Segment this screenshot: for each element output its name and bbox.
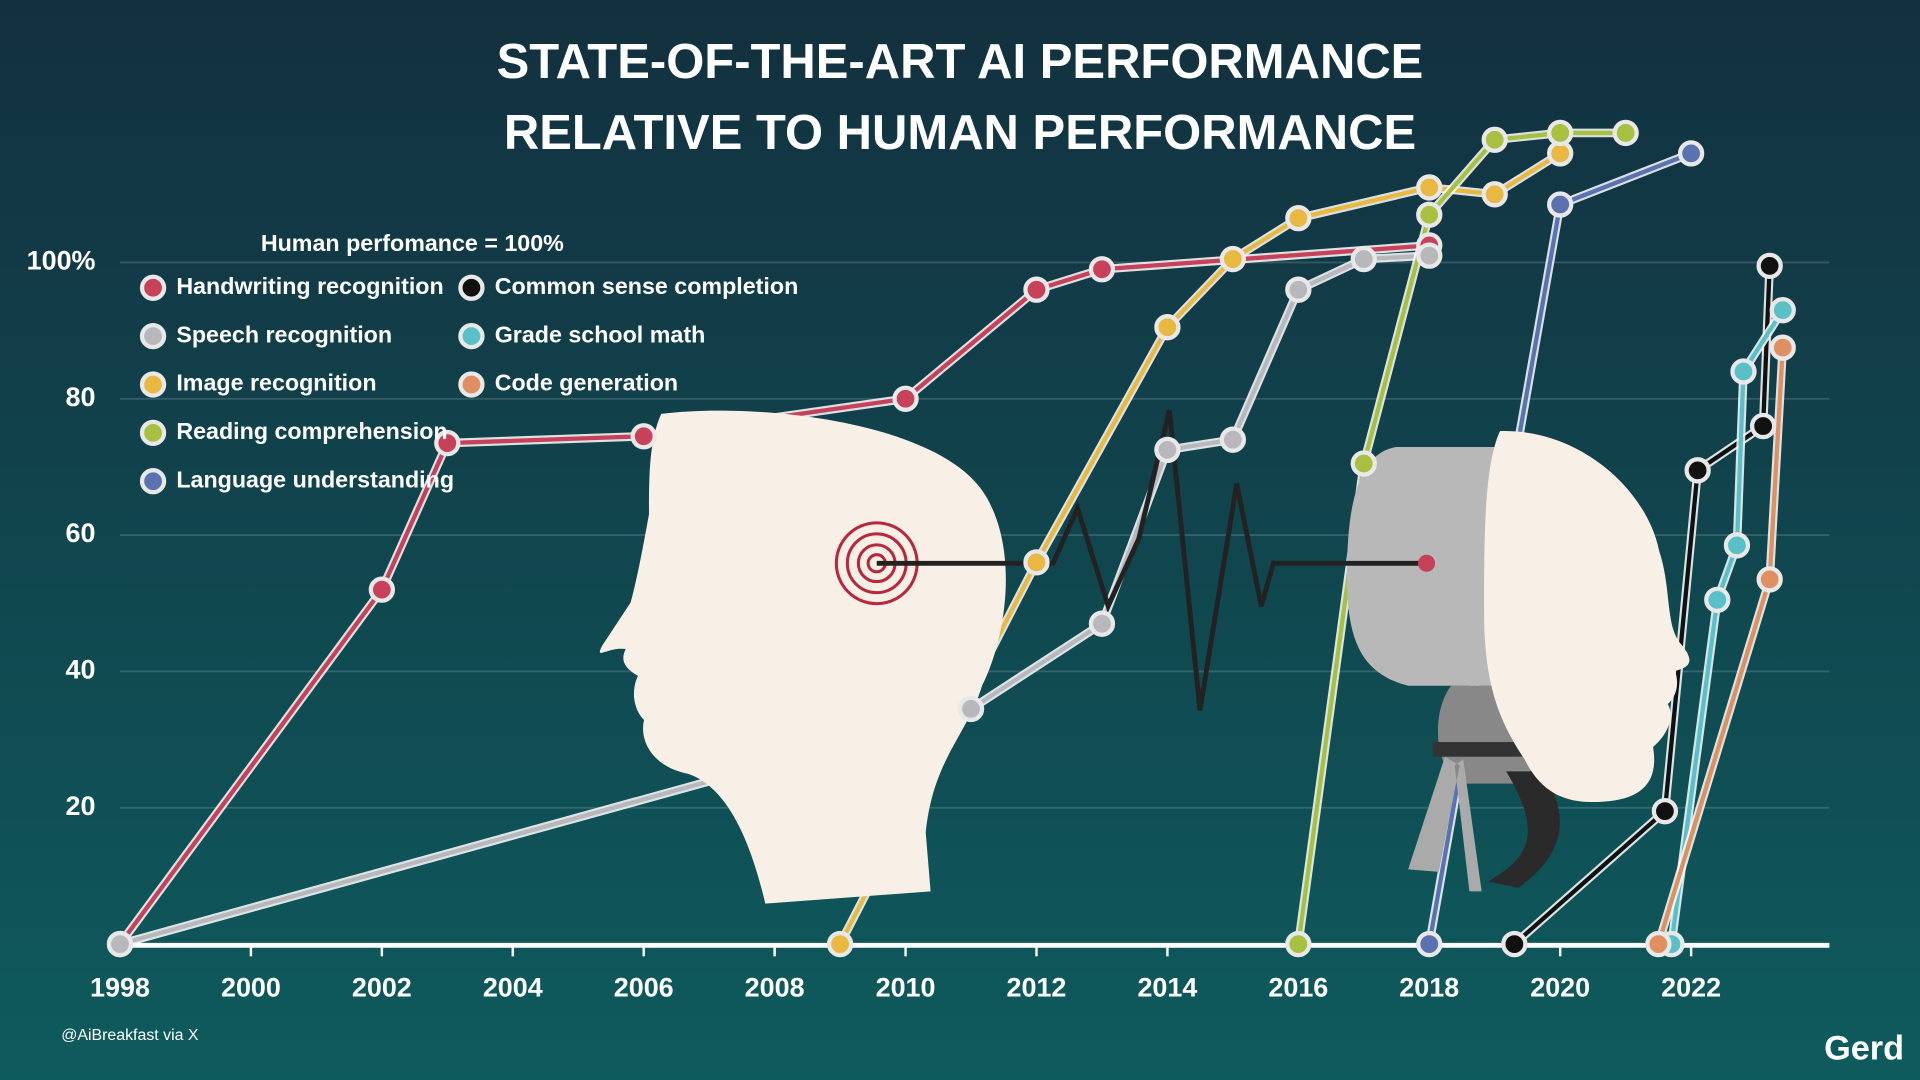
source: @AiBreakfast via X — [61, 1027, 199, 1044]
legend-label: Common sense completion — [495, 273, 799, 299]
grid: 20 40 60 80 100% 1998 2000 2002 2004 2006 2008 2010… — [27, 246, 1830, 1002]
data-point — [826, 930, 854, 958]
x-tick-label: 2004 — [483, 972, 543, 1002]
x-tick-label: 2014 — [1137, 972, 1197, 1002]
data-point — [1416, 930, 1443, 958]
legend-marker — [139, 274, 167, 301]
data-point — [1088, 610, 1116, 637]
brand: Gerd — [1824, 1030, 1904, 1068]
legend-label: Speech recognition — [176, 321, 392, 347]
data-point — [1416, 201, 1443, 228]
robot-cables — [1408, 756, 1482, 892]
data-point — [1154, 314, 1181, 341]
data-point — [434, 429, 461, 457]
data-point — [957, 695, 985, 723]
legend-marker — [139, 468, 167, 495]
data-point — [1547, 191, 1574, 218]
legend-marker — [139, 371, 167, 398]
data-point — [1749, 412, 1777, 440]
x-tick-label: 2018 — [1399, 972, 1459, 1002]
chart-title: RELATIVE TO HUMAN PERFORMANCE — [504, 106, 1416, 160]
y-tick-label: 40 — [66, 655, 96, 685]
legend-marker — [139, 419, 167, 447]
data-point — [1501, 930, 1528, 958]
y-tick-label: 20 — [66, 791, 96, 821]
data-point — [1154, 436, 1181, 464]
data-point — [1416, 242, 1443, 269]
robot-face — [1484, 430, 1690, 803]
data-point — [1756, 566, 1783, 593]
data-point — [1730, 358, 1757, 385]
legend-label: Handwriting recognition — [176, 273, 443, 299]
y-tick-label: 60 — [66, 518, 96, 548]
data-point — [1285, 276, 1312, 303]
legend-label: Image recognition — [176, 370, 376, 396]
data-point — [1547, 119, 1574, 147]
data-point — [892, 385, 919, 412]
chart-title: STATE-OF-THE-ART AI PERFORMANCE — [497, 35, 1424, 89]
data-point — [1088, 256, 1116, 283]
data-point — [1023, 549, 1050, 576]
robot-cable — [1487, 771, 1560, 888]
x-tick-label: 2016 — [1268, 972, 1328, 1002]
legend-label: Grade school math — [495, 321, 706, 347]
signal-line — [876, 409, 1427, 711]
legend-marker — [139, 322, 167, 350]
x-tick-label: 2012 — [1007, 972, 1067, 1002]
legend-title: Human perfomance = 100% — [261, 230, 564, 256]
signal-dot — [1417, 554, 1436, 572]
illustration — [599, 409, 1690, 904]
data-point — [1723, 532, 1751, 559]
data-point — [1350, 450, 1377, 477]
y-tick-label: 100% — [27, 246, 96, 276]
data-point — [630, 423, 657, 450]
data-point — [1651, 798, 1679, 825]
markers — [106, 119, 1796, 958]
legend-label: Reading comprehension — [176, 418, 447, 444]
data-point — [106, 930, 134, 958]
data-point — [1704, 586, 1731, 614]
data-point — [1769, 297, 1796, 324]
data-point — [1645, 930, 1672, 958]
data-point — [1677, 140, 1705, 167]
x-tick-label: 1998 — [90, 972, 150, 1002]
data-point — [1769, 334, 1796, 361]
y-tick-label: 80 — [66, 382, 96, 412]
legend-label: Language understanding — [176, 466, 454, 492]
x-tick-label: 2002 — [352, 972, 412, 1002]
legend-marker — [458, 371, 485, 398]
x-tick-label: 2008 — [745, 972, 805, 1002]
data-point — [1612, 119, 1639, 147]
data-point — [1285, 930, 1312, 958]
data-point — [1756, 252, 1783, 280]
data-point — [1350, 245, 1377, 273]
data-point — [1684, 457, 1711, 484]
data-point — [1416, 174, 1443, 201]
data-point — [1219, 426, 1247, 453]
x-tick-label: 2000 — [221, 972, 281, 1002]
x-tick-label: 2022 — [1661, 972, 1721, 1002]
data-point — [1023, 276, 1050, 303]
x-tick-label: 2006 — [614, 972, 674, 1002]
data-point — [368, 576, 396, 603]
data-point — [1219, 245, 1247, 273]
data-point — [1481, 126, 1508, 153]
legend-marker — [458, 274, 485, 301]
data-point — [1285, 204, 1312, 232]
x-tick-label: 2010 — [876, 972, 936, 1002]
legend-marker — [458, 322, 485, 350]
data-point — [1481, 181, 1508, 208]
legend-label: Code generation — [495, 370, 678, 396]
legend: Handwriting recognition Speech recognitio… — [139, 273, 799, 495]
robot-collar — [1432, 742, 1543, 757]
x-tick-label: 2020 — [1530, 972, 1590, 1002]
